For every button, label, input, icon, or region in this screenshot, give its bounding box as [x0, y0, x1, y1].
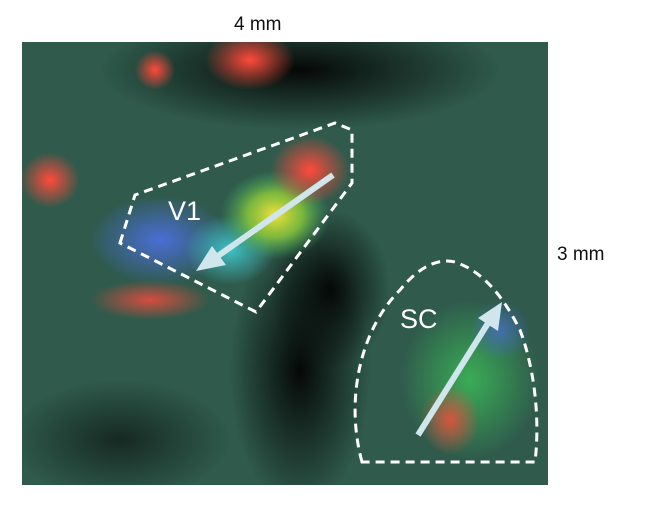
v1-label: V1 — [168, 196, 201, 226]
sc-label: SC — [400, 304, 438, 334]
v1-outline — [118, 121, 354, 314]
sc-outline — [353, 259, 539, 464]
sc-arrow — [415, 302, 502, 437]
horizontal-scale-label: 4 mm — [234, 14, 282, 35]
vertical-scale-label: 3 mm — [557, 244, 605, 265]
v1-arrow — [196, 172, 335, 271]
